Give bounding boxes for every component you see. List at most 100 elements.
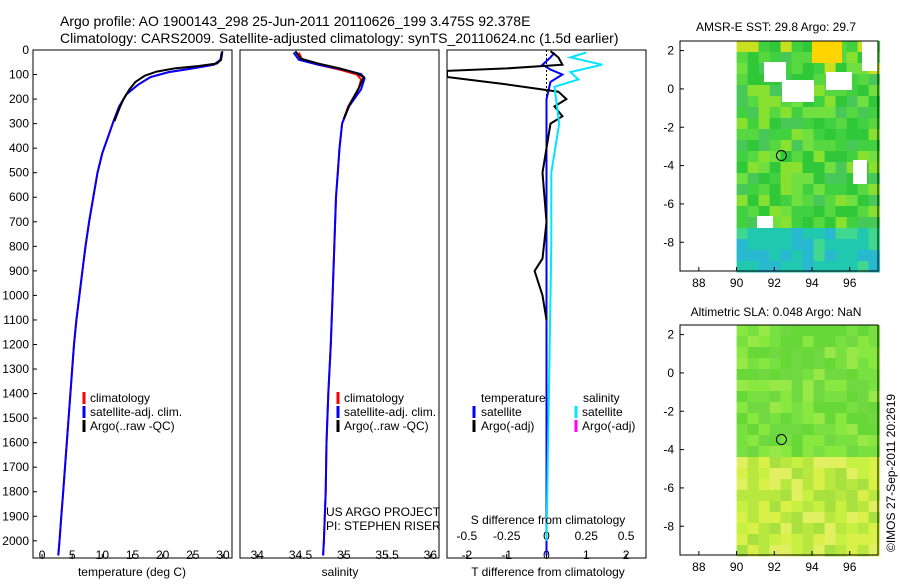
map-cell (736, 173, 749, 185)
map-cell (780, 402, 793, 414)
latitude-tick-label: -2 (663, 404, 674, 418)
map-cell (736, 217, 749, 229)
map-cell (835, 118, 848, 130)
map-cell (780, 457, 793, 469)
temperature-tick-label: 5 (69, 548, 76, 562)
map-cell (758, 129, 771, 141)
salinity-panel: 34 34.5 35 35.5 36 salinity climatology sate… (239, 49, 441, 579)
map-cell (780, 479, 793, 491)
map-cell (868, 358, 881, 370)
map-cell (747, 250, 760, 262)
legend-satellite-label: satellite-adj. clim. (344, 405, 436, 419)
map-cell (758, 250, 771, 262)
map-cell (813, 468, 826, 480)
latitude-tick-label: -4 (663, 159, 674, 173)
latitude-tick-label: 0 (667, 82, 674, 96)
difference-panel: -2-1012 -0.5-0.2500.250.5 S difference f… (446, 49, 647, 579)
map-cell (758, 457, 771, 469)
map-cell (813, 140, 826, 152)
map-cell (747, 63, 760, 75)
map-cell (857, 413, 870, 425)
map-cell (835, 391, 848, 403)
map-cell (835, 534, 848, 546)
map-cell (802, 391, 815, 403)
map-cell (802, 217, 815, 229)
map-cell (758, 195, 771, 207)
map-cell (813, 107, 826, 119)
map-cell (769, 512, 782, 524)
map-cell (857, 523, 870, 535)
map-cell (813, 85, 826, 97)
map-cell (791, 501, 804, 513)
map-cell (802, 336, 815, 348)
map-cell (835, 261, 848, 273)
map-cell (835, 228, 848, 240)
map-cell (736, 140, 749, 152)
depth-tick-label: 400 (9, 141, 29, 155)
depth-tick-group: 0 100 200 300 400 500 600 700 800 900 1000 1100 1200… (2, 43, 37, 548)
map-cell (780, 217, 793, 229)
map-cell (747, 424, 760, 436)
map-cell (846, 468, 859, 480)
map-cell (835, 501, 848, 513)
map-cell (758, 479, 771, 491)
map-cell (736, 250, 749, 262)
map-cell (747, 380, 760, 392)
latitude-tick-label: -6 (663, 197, 674, 211)
map-cell (846, 534, 859, 546)
longitude-tick-label: 88 (692, 276, 706, 290)
sst-missing-patch (782, 80, 814, 102)
temperature-tick-label: 25 (186, 548, 200, 562)
map-cell (780, 325, 793, 337)
map-cell (857, 534, 870, 546)
map-cell (846, 151, 859, 163)
map-cell (813, 96, 826, 108)
map-cell (802, 358, 815, 370)
map-cell (835, 162, 848, 174)
map-cell (835, 184, 848, 196)
map-cell (780, 184, 793, 196)
map-cell (780, 118, 793, 130)
sst-missing-patch (862, 41, 878, 71)
map-cell (780, 413, 793, 425)
map-cell (791, 261, 804, 273)
map-cell (802, 140, 815, 152)
map-cell (824, 325, 837, 337)
salinity-tick-label: 35 (337, 548, 351, 562)
map-cell (846, 479, 859, 491)
map-cell (868, 325, 881, 337)
map-cell (802, 413, 815, 425)
map-cell (747, 336, 760, 348)
map-cell (791, 151, 804, 163)
map-cell (846, 413, 859, 425)
sla-map-title: Altimetric SLA: 0.048 Argo: NaN (691, 305, 862, 319)
map-cell (747, 435, 760, 447)
map-cell (802, 162, 815, 174)
map-cell (835, 523, 848, 535)
map-cell (868, 490, 881, 502)
map-cell (758, 140, 771, 152)
s-difference-tick-label: -0.5 (457, 529, 478, 543)
depth-tick-label: 700 (9, 215, 29, 229)
map-cell (769, 523, 782, 535)
map-cell (868, 512, 881, 524)
map-cell (824, 239, 837, 251)
map-cell (802, 325, 815, 337)
map-cell (769, 41, 782, 53)
map-cell (780, 52, 793, 64)
map-cell (758, 424, 771, 436)
map-cell (846, 195, 859, 207)
map-cell (791, 250, 804, 262)
map-cell (813, 413, 826, 425)
map-cell (769, 347, 782, 359)
temperature-lines (57, 51, 224, 556)
map-cell (813, 358, 826, 370)
map-cell (868, 206, 881, 218)
map-cell (736, 96, 749, 108)
map-cell (835, 96, 848, 108)
map-cell (857, 391, 870, 403)
map-cell (758, 501, 771, 513)
sla-map-panel: Altimetric SLA: 0.048 Argo: NaN 88 90 92 94… (663, 305, 881, 574)
map-cell (791, 173, 804, 185)
map-cell (769, 336, 782, 348)
